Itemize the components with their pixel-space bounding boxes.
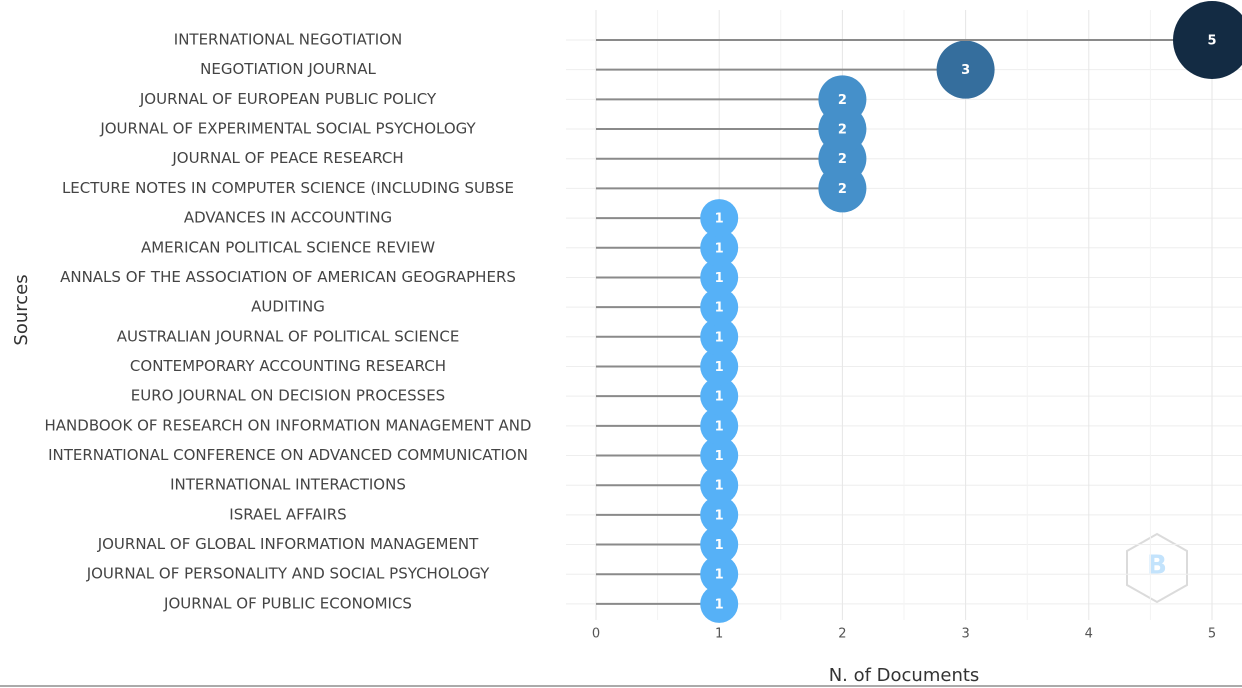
dot [818, 75, 867, 124]
dot [700, 228, 739, 267]
y-tick-label: JOURNAL OF PEACE RESEARCH [171, 149, 403, 167]
data-label: 1 [715, 538, 724, 553]
data-label: 2 [838, 152, 847, 167]
data-label: 5 [1207, 34, 1216, 49]
data-label: 1 [715, 241, 724, 256]
dot [936, 40, 995, 99]
dot [700, 288, 739, 327]
data-label: 1 [715, 597, 724, 612]
dot [700, 199, 739, 238]
y-tick-label: JOURNAL OF EXPERIMENTAL SOCIAL PSYCHOLOG… [99, 120, 476, 138]
dot [700, 436, 739, 475]
x-tick-label: 2 [838, 627, 846, 642]
watermark-logo: B [1126, 532, 1188, 604]
dot [700, 377, 739, 416]
y-tick-label: AUDITING [251, 298, 325, 316]
x-tick-label: 1 [715, 627, 723, 642]
dot [700, 555, 739, 594]
dot [700, 406, 739, 445]
data-label: 1 [715, 360, 724, 375]
data-label: 1 [715, 419, 724, 434]
y-tick-label: ANNALS OF THE ASSOCIATION OF AMERICAN GE… [60, 268, 516, 286]
data-label: 1 [715, 330, 724, 345]
y-tick-label: INTERNATIONAL CONFERENCE ON ADVANCED COM… [48, 446, 528, 464]
data-label: 3 [961, 63, 970, 78]
x-tick-label: 4 [1085, 627, 1093, 642]
y-tick-label: JOURNAL OF EUROPEAN PUBLIC POLICY [139, 90, 437, 108]
y-tick-label: EURO JOURNAL ON DECISION PROCESSES [131, 387, 445, 405]
y-tick-label: AUSTRALIAN JOURNAL OF POLITICAL SCIENCE [117, 327, 460, 345]
x-tick-label: 5 [1208, 627, 1216, 642]
y-tick-label: JOURNAL OF PERSONALITY AND SOCIAL PSYCHO… [86, 565, 490, 583]
data-label: 1 [715, 449, 724, 464]
y-tick-label: JOURNAL OF PUBLIC ECONOMICS [163, 594, 412, 612]
y-tick-label: INTERNATIONAL INTERACTIONS [170, 476, 406, 494]
dot [700, 584, 739, 623]
svg-text:B: B [1147, 551, 1167, 581]
data-label: 1 [715, 568, 724, 583]
dot [700, 317, 739, 356]
data-label: 1 [715, 271, 724, 286]
data-label: 1 [715, 479, 724, 494]
data-label: 2 [838, 182, 847, 197]
y-axis-label: Sources [11, 274, 32, 345]
x-axis-label: N. of Documents [829, 665, 980, 686]
dot [700, 495, 739, 534]
dot [700, 258, 739, 297]
dot [700, 466, 739, 505]
x-tick-label: 3 [961, 627, 969, 642]
y-tick-label: ADVANCES IN ACCOUNTING [184, 209, 392, 227]
data-label: 1 [715, 212, 724, 227]
y-tick-label: JOURNAL OF GLOBAL INFORMATION MANAGEMENT [97, 535, 479, 553]
dot [700, 525, 739, 564]
y-tick-label: HANDBOOK OF RESEARCH ON INFORMATION MANA… [45, 416, 532, 434]
dot [1173, 1, 1242, 79]
y-tick-label: INTERNATIONAL NEGOTIATION [174, 31, 402, 49]
data-label: 1 [715, 390, 724, 405]
data-label: 1 [715, 301, 724, 316]
y-tick-label: AMERICAN POLITICAL SCIENCE REVIEW [141, 238, 435, 256]
y-tick-label: LECTURE NOTES IN COMPUTER SCIENCE (INCLU… [62, 179, 514, 197]
x-tick-label: 0 [592, 627, 600, 642]
data-label: 2 [838, 123, 847, 138]
data-label: 1 [715, 508, 724, 523]
y-tick-label: CONTEMPORARY ACCOUNTING RESEARCH [130, 357, 446, 375]
y-tick-label: NEGOTIATION JOURNAL [200, 60, 376, 78]
dot [700, 347, 739, 386]
y-tick-label: ISRAEL AFFAIRS [229, 505, 346, 523]
data-label: 2 [838, 93, 847, 108]
